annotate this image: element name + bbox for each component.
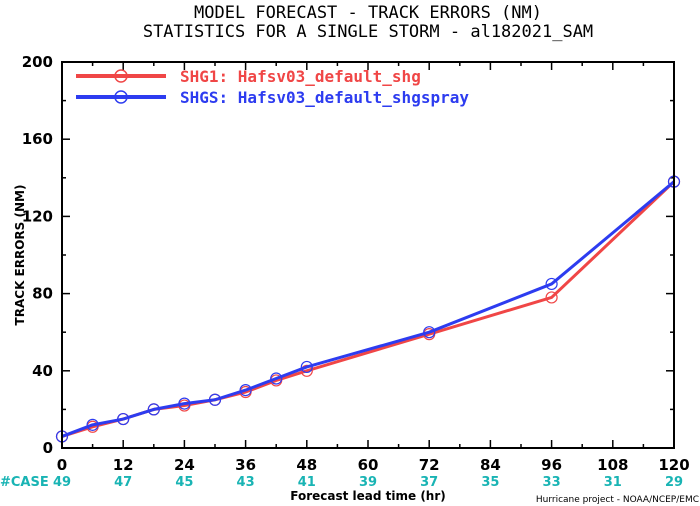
series-1-point <box>147 403 160 416</box>
series-0-point <box>300 364 313 377</box>
legend-label-shgs: SHGS: Hafsv03_default_shgspray <box>180 88 469 107</box>
x-tick-label: 120 <box>658 456 689 474</box>
series-1-point <box>86 418 99 431</box>
x-tick-label: 84 <box>480 456 501 474</box>
y-tick-label: 80 <box>32 285 53 303</box>
y-tick-label: 200 <box>22 53 53 71</box>
series-1-point <box>178 397 191 410</box>
series-1-point <box>270 372 283 385</box>
legend-marker-shg1 <box>114 69 128 83</box>
series-line-1 <box>61 180 675 438</box>
y-axis-label: TRACK ERRORS (NM) <box>13 185 27 326</box>
case-label: #CASE <box>0 475 49 490</box>
y-tick-label: 160 <box>22 130 53 148</box>
x-tick-label: 60 <box>358 456 379 474</box>
series-1-point <box>545 277 558 291</box>
case-count: 49 <box>53 475 71 490</box>
x-tick-label: 12 <box>113 456 134 474</box>
case-count: 33 <box>543 475 561 490</box>
x-tick-label: 24 <box>174 456 195 474</box>
y-tick-label: 40 <box>32 362 53 380</box>
case-count: 43 <box>237 475 255 490</box>
case-count: 45 <box>175 475 193 490</box>
tick-layer: 0491247244536434841603972378435963310831… <box>22 53 690 490</box>
series-1-point <box>208 393 222 406</box>
x-axis-label: Forecast lead time (hr) <box>290 489 446 503</box>
case-count: 47 <box>114 475 132 490</box>
series-1-point <box>117 412 130 426</box>
legend-label-shg1: SHG1: Hafsv03_default_shg <box>180 67 421 86</box>
series-1-point <box>239 384 252 397</box>
y-tick-label: 0 <box>43 439 53 457</box>
series-line-0 <box>61 180 676 438</box>
y-tick-label: 120 <box>22 207 53 225</box>
x-tick-label: 108 <box>597 456 628 474</box>
case-count: 31 <box>604 475 622 490</box>
case-count: 41 <box>298 475 316 490</box>
series-layer <box>55 175 681 443</box>
case-count: 29 <box>665 475 683 490</box>
x-tick-label: 72 <box>419 456 440 474</box>
x-tick-label: 36 <box>235 456 256 474</box>
x-tick-label: 48 <box>296 456 317 474</box>
series-0-point <box>545 291 558 304</box>
plot-frame <box>61 61 675 449</box>
x-tick-label: 0 <box>57 456 67 474</box>
series-1-point <box>423 326 436 339</box>
case-count: 37 <box>420 475 438 490</box>
case-count: 39 <box>359 475 377 490</box>
chart-title: MODEL FORECAST - TRACK ERRORS (NM) <box>194 3 542 23</box>
x-tick-label: 96 <box>541 456 562 474</box>
chart-subtitle: STATISTICS FOR A SINGLE STORM - al182021… <box>143 22 593 42</box>
series-1-point <box>300 360 313 374</box>
case-count: 35 <box>481 475 499 490</box>
legend-marker-shgs <box>114 90 128 104</box>
legend: SHG1: Hafsv03_default_shg SHGS: Hafsv03_… <box>76 67 469 107</box>
credit-text: Hurricane project - NOAA/NCEP/EMC <box>536 495 699 505</box>
